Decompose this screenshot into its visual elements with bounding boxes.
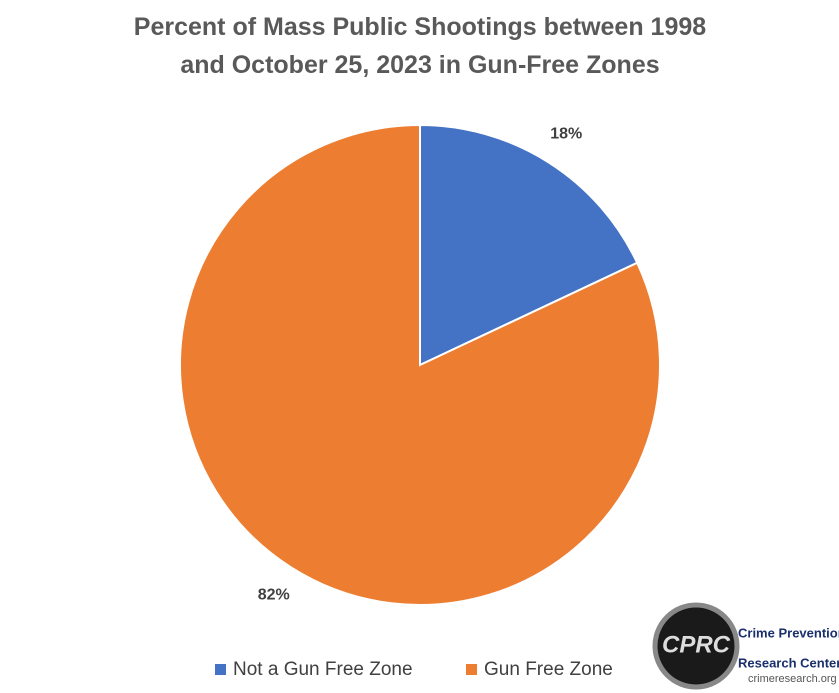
logo-name: Crime Prevention xyxy=(738,625,839,640)
legend-label: Not a Gun Free Zone xyxy=(233,659,413,680)
logo: CPRC Crime Prevention Research Center cr… xyxy=(652,602,839,690)
data-label: 18% xyxy=(550,126,582,143)
legend-swatch xyxy=(215,664,226,675)
logo-name: Research Center xyxy=(738,655,839,670)
logo-circle xyxy=(652,602,740,690)
pie-slice xyxy=(419,123,639,367)
logo-mark: CPRC xyxy=(662,631,731,658)
pie-slice xyxy=(179,123,661,606)
legend-label: Gun Free Zone xyxy=(484,659,613,680)
logo-url: crimeresearch.org xyxy=(748,673,837,685)
chart-title: Percent of Mass Public Shootings between… xyxy=(133,13,707,79)
data-label: 82% xyxy=(258,587,290,604)
legend-swatch xyxy=(466,664,477,675)
